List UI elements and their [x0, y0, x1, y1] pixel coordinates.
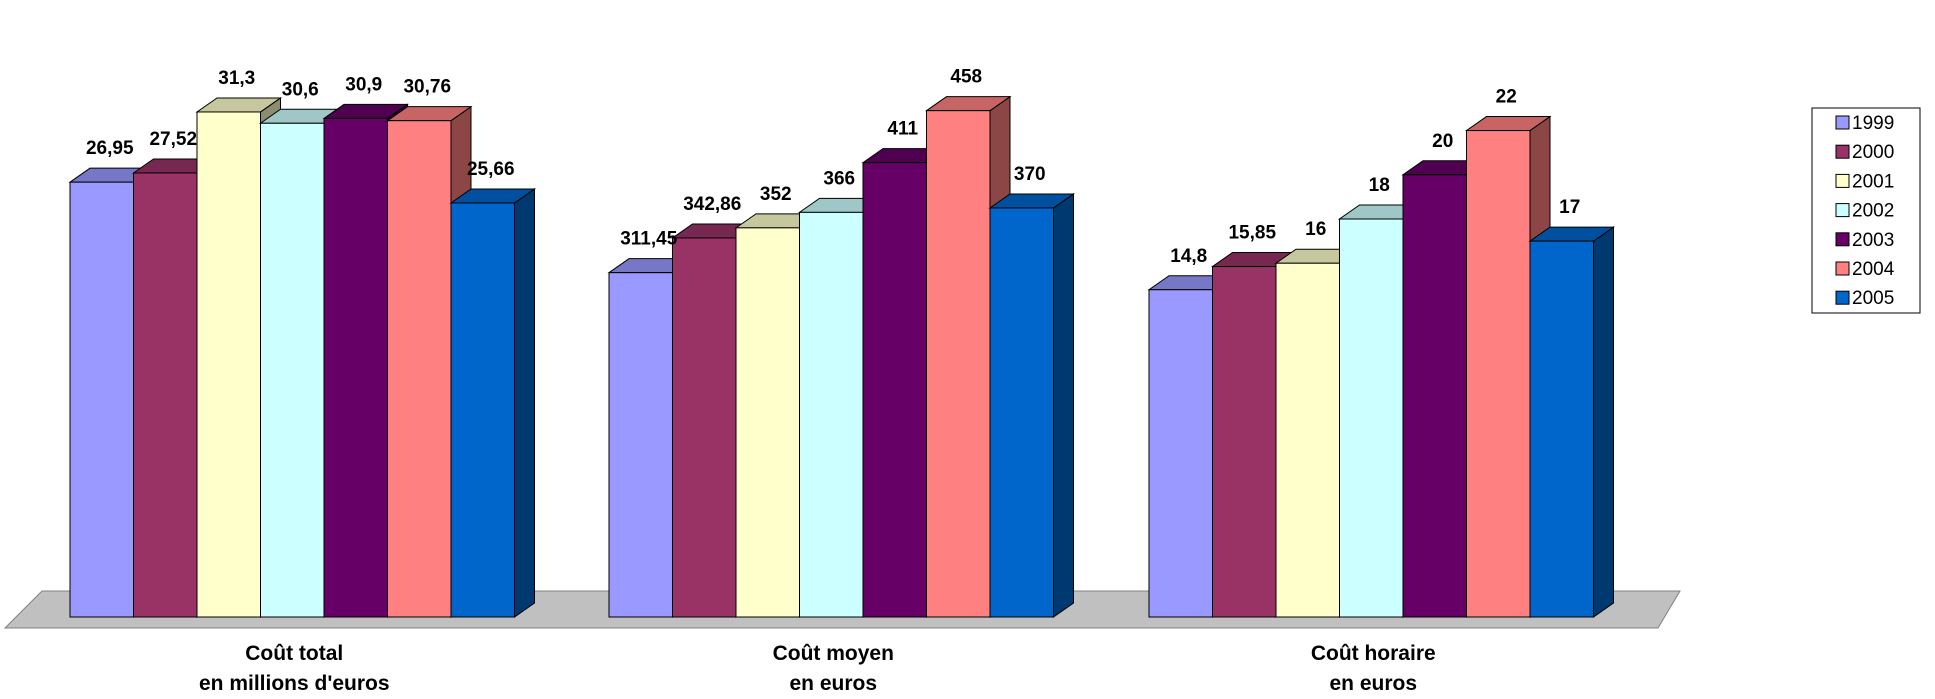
legend-label: 2003 — [1852, 230, 1894, 251]
legend: 1999 2000 2001 2002 2003 2004 2005 — [1811, 107, 1921, 314]
legend-label: 2001 — [1852, 171, 1894, 192]
value-label-2002-group-1: 30,6 — [282, 79, 319, 100]
bar-2005-group-2 — [988, 192, 1076, 618]
legend-swatch — [1835, 144, 1850, 159]
legend-item-2001: 2001 — [1835, 171, 1894, 192]
bar-front — [1466, 130, 1531, 618]
value-label-1999-group-3: 14,8 — [1170, 246, 1207, 267]
bar-front — [862, 162, 927, 618]
category-label-group-2: Coût moyen en euros — [773, 642, 894, 695]
bar-2005-group-1 — [449, 188, 537, 618]
bar-front — [926, 110, 991, 618]
legend-swatch — [1835, 173, 1850, 188]
bar-front — [133, 172, 198, 618]
legend-item-2003: 2003 — [1835, 230, 1894, 251]
bar-side — [1053, 192, 1074, 618]
legend-swatch — [1835, 290, 1850, 305]
category-label-line: Coût total — [245, 642, 343, 665]
legend-box — [1811, 107, 1921, 314]
bar-front — [323, 117, 388, 618]
value-label-2005-group-1: 25,66 — [467, 159, 515, 180]
value-label-2003-group-2: 411 — [887, 119, 918, 140]
legend-item-2004: 2004 — [1835, 259, 1895, 280]
bars — [68, 95, 1616, 618]
value-label-2000-group-2: 342,86 — [683, 194, 741, 215]
bar-front — [69, 181, 134, 618]
bar-front — [608, 272, 673, 618]
legend-label: 2004 — [1852, 259, 1895, 280]
bar-front — [1529, 240, 1594, 618]
bar-front — [735, 227, 800, 618]
bar-2005-group-3 — [1528, 226, 1616, 618]
value-label-2000-group-3: 15,85 — [1228, 223, 1276, 244]
value-label-2001-group-3: 16 — [1305, 219, 1326, 240]
category-label-line: en euros — [789, 672, 877, 695]
legend-item-2002: 2002 — [1835, 201, 1894, 222]
bar-front — [260, 122, 325, 618]
legend-swatch — [1835, 261, 1850, 276]
value-label-2002-group-2: 366 — [823, 168, 855, 189]
bar-front — [387, 120, 452, 618]
bar-front — [799, 211, 864, 618]
bar-front — [1402, 174, 1467, 618]
legend-label: 2000 — [1852, 142, 1894, 163]
value-label-1999-group-2: 311,45 — [620, 229, 677, 250]
category-label-line: en millions d'euros — [199, 672, 390, 695]
value-label-2001-group-2: 352 — [760, 184, 792, 205]
legend-label: 2002 — [1852, 201, 1894, 222]
value-label-2002-group-3: 18 — [1369, 175, 1390, 196]
bar-front — [196, 111, 261, 618]
legend-label: 1999 — [1852, 113, 1894, 134]
legend-item-1999: 1999 — [1835, 113, 1894, 134]
value-label-2000-group-1: 27,52 — [149, 129, 197, 150]
category-label-group-3: Coût horaire en euros — [1311, 642, 1436, 695]
value-label-2005-group-3: 17 — [1559, 197, 1580, 218]
bar-front — [1275, 262, 1340, 618]
bar-front — [1339, 218, 1404, 618]
category-label-line: en euros — [1329, 672, 1417, 695]
legend-item-2005: 2005 — [1835, 288, 1894, 309]
bar-side — [514, 188, 535, 618]
bar-front — [1212, 266, 1277, 618]
category-label-group-1: Coût total en millions d'euros — [199, 642, 390, 695]
value-labels: 26,95 27,52 31,3 30,6 30,9 30,76 25,66 311,45 34… — [86, 67, 1580, 267]
category-labels: Coût total en millions d'euros Coût moyen e… — [199, 642, 1436, 695]
value-label-2001-group-1: 31,3 — [218, 68, 255, 89]
legend-swatch — [1835, 203, 1850, 218]
legend-item-2000: 2000 — [1835, 142, 1894, 163]
bar-front — [672, 237, 737, 618]
legend-label: 2005 — [1852, 288, 1894, 309]
value-label-2003-group-1: 30,9 — [345, 74, 382, 95]
value-label-2004-group-1: 30,76 — [403, 77, 451, 98]
bar-front — [1148, 289, 1213, 618]
category-label-line: Coût moyen — [773, 642, 894, 665]
value-label-2003-group-3: 20 — [1432, 131, 1453, 152]
value-label-1999-group-1: 26,95 — [86, 138, 134, 159]
value-label-2004-group-3: 22 — [1496, 87, 1517, 108]
bar-front — [989, 207, 1054, 618]
bar-side — [1593, 226, 1614, 618]
bar-front — [450, 202, 515, 618]
legend-swatch — [1835, 232, 1850, 247]
value-label-2005-group-2: 370 — [1014, 164, 1046, 185]
category-label-line: Coût horaire — [1311, 642, 1436, 665]
value-label-2004-group-2: 458 — [950, 67, 982, 88]
legend-swatch — [1835, 115, 1850, 130]
